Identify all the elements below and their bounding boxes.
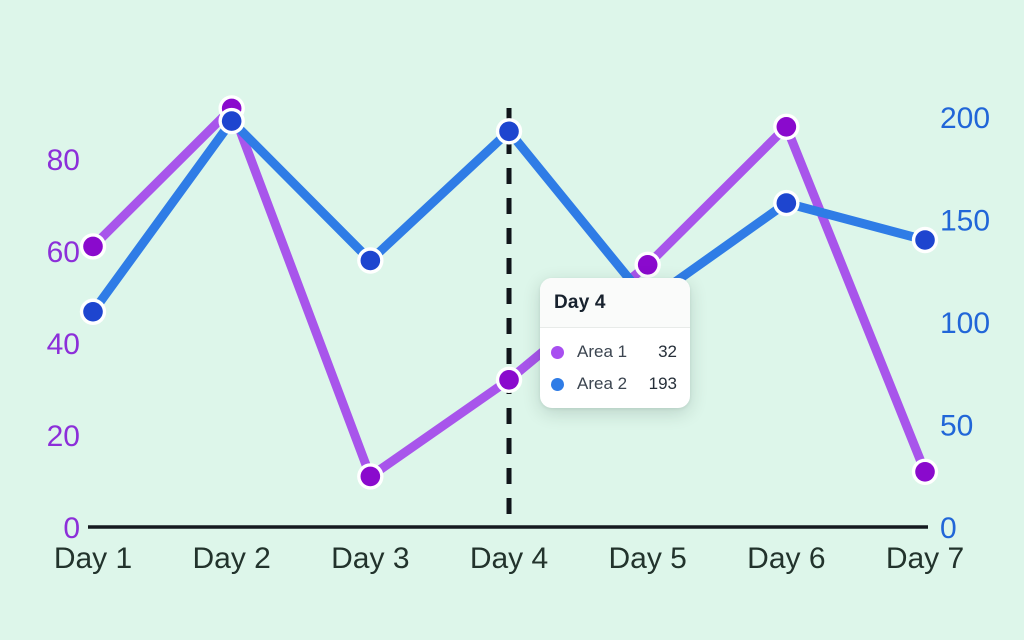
left-axis-tick-label: 20 xyxy=(47,420,80,453)
data-point-day-6-area-1[interactable] xyxy=(776,117,797,137)
tooltip-series-value: 193 xyxy=(648,374,677,393)
label-layer: 0 20 40 60 80 0 50 100 150 200 Day 1 Day 2 Day 3 Day … xyxy=(47,102,990,575)
tooltip-series-label: Area 2 xyxy=(577,374,628,393)
tooltip-series-value: 32 xyxy=(658,342,677,361)
data-point-day-7-area-1[interactable] xyxy=(915,462,935,482)
right-axis-tick-label: 200 xyxy=(940,102,990,135)
x-axis-label-day-7: Day 7 xyxy=(886,542,964,575)
data-point-day-5-area-1[interactable] xyxy=(637,254,658,275)
data-point-day-4-area-2[interactable] xyxy=(499,121,519,142)
right-axis-tick-label: 0 xyxy=(940,512,957,545)
series-area-1-dot-icon xyxy=(551,345,564,359)
data-point-day-4-area-1[interactable] xyxy=(499,370,519,390)
left-axis-tick-label: 0 xyxy=(63,512,80,545)
data-point-day-1-area-1[interactable] xyxy=(83,236,103,257)
data-point-day-3-area-2[interactable] xyxy=(360,250,381,271)
tooltip: Day 4 Area 1 32 Area 2 193 xyxy=(540,278,690,408)
x-axis-label-day-1: Day 1 xyxy=(54,542,132,575)
tooltip-row: Area 2 193 xyxy=(551,369,677,399)
data-point-day-2-area-2[interactable] xyxy=(221,111,242,131)
x-axis-label-day-6: Day 6 xyxy=(747,542,825,575)
right-axis-tick-label: 50 xyxy=(940,410,973,443)
x-axis-label-day-4: Day 4 xyxy=(470,542,548,575)
left-axis-tick-label: 80 xyxy=(47,144,80,177)
right-axis-tick-label: 150 xyxy=(940,205,990,238)
left-axis-tick-label: 40 xyxy=(47,328,80,361)
x-axis-label-day-5: Day 5 xyxy=(608,542,686,575)
series-area-2-dot-icon xyxy=(551,377,564,391)
right-axis-tick-label: 100 xyxy=(940,307,990,340)
data-point-day-7-area-2[interactable] xyxy=(915,230,935,250)
tooltip-header: Day 4 xyxy=(540,278,690,328)
x-axis-label-day-3: Day 3 xyxy=(331,542,409,575)
data-point-day-6-area-2[interactable] xyxy=(776,193,797,213)
data-point-day-3-area-1[interactable] xyxy=(360,466,381,487)
tooltip-body: Area 1 32 Area 2 193 xyxy=(540,328,690,408)
left-axis-tick-label: 60 xyxy=(47,236,80,269)
x-axis-label-day-2: Day 2 xyxy=(192,542,270,575)
series-layer xyxy=(79,95,939,490)
tooltip-row: Area 1 32 xyxy=(551,337,677,367)
tooltip-title: Day 4 xyxy=(554,291,606,313)
tooltip-series-label: Area 1 xyxy=(577,342,628,361)
data-point-day-1-area-2[interactable] xyxy=(83,301,103,322)
